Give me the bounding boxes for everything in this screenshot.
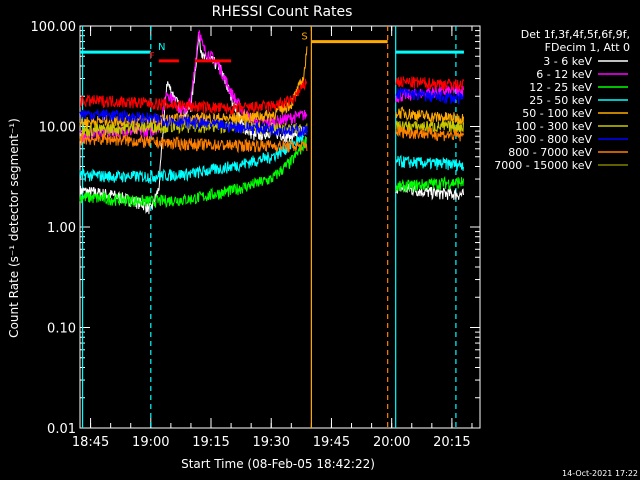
x-axis-label: Start Time (08-Feb-05 18:42:22): [181, 457, 375, 471]
series-line: [395, 106, 464, 126]
series-line: [395, 154, 464, 172]
legend-header: Det 1f,3f,4f,5f,6f,9f,: [521, 28, 630, 41]
x-tick-label: 18:45: [72, 435, 109, 450]
markers: [81, 26, 457, 428]
series-line: [79, 127, 308, 184]
series-line: [79, 136, 308, 209]
y-axis-label: Count Rate (s⁻¹ detector segment⁻¹): [7, 118, 21, 338]
legend-label: 6 - 12 keV: [536, 68, 592, 81]
x-tick-label: 19:45: [313, 435, 350, 450]
x-tick-label: 19:15: [192, 435, 229, 450]
legend-label: 100 - 300 keV: [515, 120, 592, 133]
y-tick-label: 100.00: [31, 20, 77, 35]
axes: 0.01 0.10 1.00 10.00 100.00 18:45 19:00 19:15 19…: [31, 20, 481, 450]
legend: Det 1f,3f,4f,5f,6f,9f,FDecim 1, Att 03 -…: [494, 28, 630, 172]
plot-frame: [79, 25, 481, 429]
flag-label: S: [301, 32, 307, 43]
y-tick-label: 0.01: [47, 422, 76, 437]
legend-label: 800 - 7000 keV: [508, 146, 592, 159]
series-line: [395, 76, 464, 91]
timestamp: 14-Oct-2021 17:22: [562, 469, 638, 478]
flag-label: N: [158, 42, 165, 53]
legend-label: 300 - 800 keV: [515, 133, 592, 146]
series-layer: [79, 30, 464, 215]
flags: NF S: [80, 32, 464, 63]
legend-label: 50 - 100 keV: [522, 107, 592, 120]
y-tick-label: 0.10: [47, 322, 76, 337]
legend-label: 7000 - 15000 keV: [494, 159, 592, 172]
legend-label: 12 - 25 keV: [529, 81, 592, 94]
series-line: [395, 182, 464, 201]
legend-header: FDecim 1, Att 0: [545, 41, 630, 54]
series-line: [79, 119, 308, 138]
x-tick-label: 20:00: [373, 435, 410, 450]
chart-title: RHESSI Count Rates: [212, 4, 353, 20]
series-line: [79, 78, 308, 116]
series-line: [395, 120, 464, 133]
x-tick-label: 19:30: [253, 435, 290, 450]
x-tick-label: 19:00: [132, 435, 169, 450]
y-tick-label: 1.00: [47, 221, 76, 236]
x-tick-label: 20:15: [433, 435, 470, 450]
y-tick-label: 10.00: [39, 121, 76, 136]
series-line: [79, 109, 308, 138]
flag-label: F: [149, 51, 155, 62]
series-line: [395, 126, 464, 142]
series-line: [395, 87, 464, 105]
legend-label: 25 - 50 keV: [529, 94, 592, 107]
legend-label: 3 - 6 keV: [543, 55, 592, 68]
series-line: [79, 132, 308, 154]
series-line: [395, 175, 464, 193]
